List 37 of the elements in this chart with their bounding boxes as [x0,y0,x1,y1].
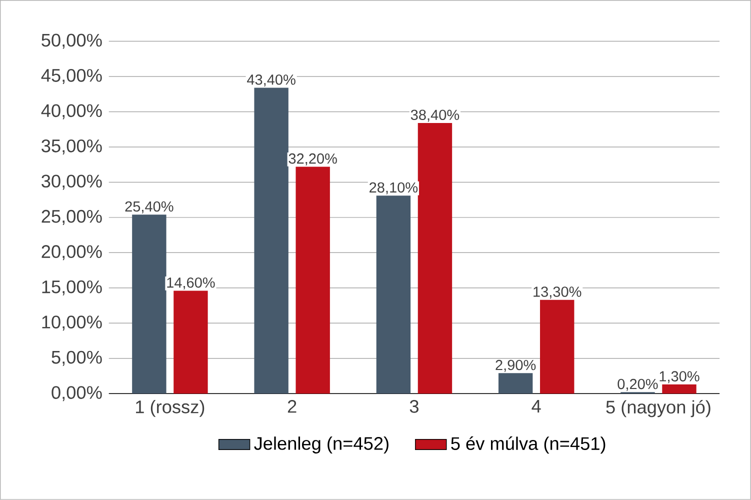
y-tick-label: 25,00% [42,210,102,226]
bar [132,214,166,394]
data-label: 32,20% [288,153,337,166]
data-label: 28,10% [370,182,418,194]
x-tick-label: 1 (rossz) [136,400,204,417]
y-tick-label: 5,00% [52,350,102,366]
x-tick-label: 5 (nagyon jó) [606,400,710,418]
y-tick-label: 15,00% [42,280,102,296]
y-tick-label: 40,00% [41,104,102,120]
data-label: 2,90% [496,360,536,372]
x-tick-label: 2 [288,400,296,413]
x-tick-label: 3 [410,400,418,413]
bar [254,88,288,394]
data-label: 0,20% [618,378,658,391]
data-label: 25,40% [125,201,174,214]
bar [540,300,574,394]
bar [498,373,533,394]
data-label: 1,30% [660,371,700,384]
y-tick-label: 10,00% [42,316,102,331]
y-tick-label: 20,00% [42,245,102,260]
data-label: 14,60% [167,278,215,290]
y-tick-label: 30,00% [42,174,102,190]
y-tick-label: 35,00% [42,140,102,155]
y-tick-label: 45,00% [41,69,102,84]
bar [296,166,330,394]
bar [662,384,696,394]
bar [174,290,208,394]
x-tick-label: 4 [532,400,541,413]
legend-label: 5 év múlva (n=451) [451,436,606,454]
data-label: 13,30% [534,286,582,299]
bar [418,123,452,394]
legend-label: Jelenleg (n=452) [254,436,388,454]
bar [376,196,411,394]
y-tick-label: 50,00% [42,34,102,49]
data-label: 43,40% [247,74,296,87]
data-label: 38,40% [410,110,460,122]
y-tick-label: 0,00% [52,386,102,402]
